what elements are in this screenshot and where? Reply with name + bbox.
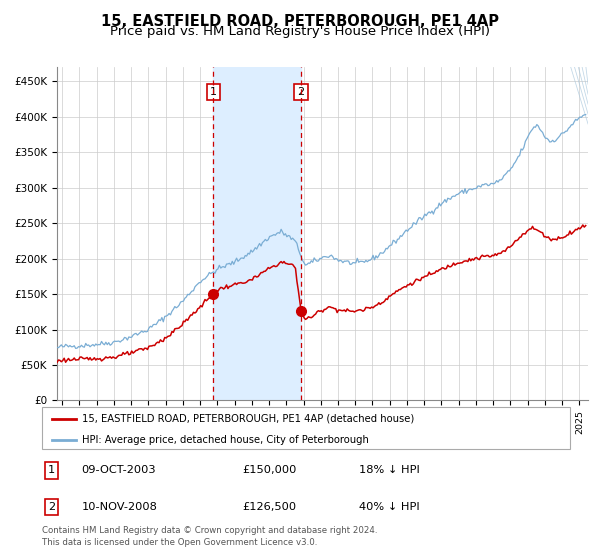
Text: 2: 2 — [298, 87, 305, 97]
Text: This data is licensed under the Open Government Licence v3.0.: This data is licensed under the Open Gov… — [42, 538, 317, 547]
Text: 40% ↓ HPI: 40% ↓ HPI — [359, 502, 419, 512]
Bar — [214, 67, 301, 400]
Text: 1: 1 — [210, 87, 217, 97]
FancyBboxPatch shape — [42, 407, 570, 449]
Text: 10-NOV-2008: 10-NOV-2008 — [82, 502, 157, 512]
Text: Price paid vs. HM Land Registry's House Price Index (HPI): Price paid vs. HM Land Registry's House … — [110, 25, 490, 38]
Text: HPI: Average price, detached house, City of Peterborough: HPI: Average price, detached house, City… — [82, 435, 368, 445]
Text: 1: 1 — [48, 465, 55, 475]
Text: Contains HM Land Registry data © Crown copyright and database right 2024.: Contains HM Land Registry data © Crown c… — [42, 526, 377, 535]
Text: 15, EASTFIELD ROAD, PETERBOROUGH, PE1 4AP (detached house): 15, EASTFIELD ROAD, PETERBOROUGH, PE1 4A… — [82, 414, 414, 424]
Text: £126,500: £126,500 — [242, 502, 297, 512]
Text: 18% ↓ HPI: 18% ↓ HPI — [359, 465, 419, 475]
Text: 15, EASTFIELD ROAD, PETERBOROUGH, PE1 4AP: 15, EASTFIELD ROAD, PETERBOROUGH, PE1 4A… — [101, 14, 499, 29]
Text: £150,000: £150,000 — [242, 465, 297, 475]
Text: 09-OCT-2003: 09-OCT-2003 — [82, 465, 156, 475]
Text: 2: 2 — [48, 502, 55, 512]
